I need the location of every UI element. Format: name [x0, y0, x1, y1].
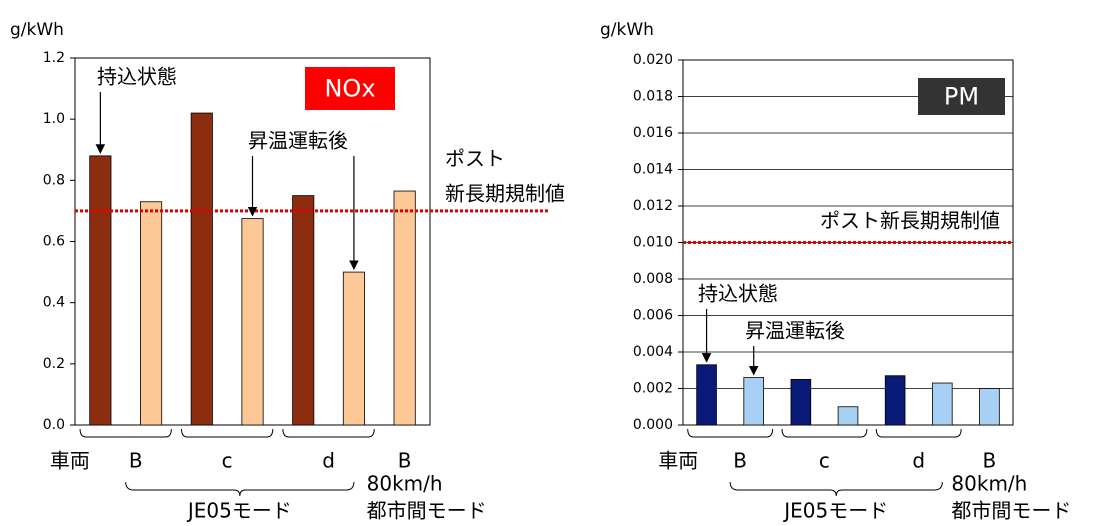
bar — [837, 406, 859, 426]
x-prefix: 車両 — [50, 449, 90, 473]
x-tick-label: c — [819, 449, 830, 473]
y-tick-label: 0.020 — [633, 52, 673, 68]
group-label: JE05モード — [782, 499, 888, 523]
x-tick-label: B — [129, 449, 143, 473]
x-tick-label: B — [398, 449, 412, 473]
group-bracket — [687, 428, 774, 438]
y-tick-label: 0.0 — [43, 417, 65, 433]
bar — [190, 112, 213, 426]
group-bracket — [282, 428, 375, 438]
y-tick-label: 0.4 — [43, 295, 65, 311]
y-tick-label: 0.6 — [43, 234, 65, 250]
x-tick-label: B — [983, 449, 997, 473]
group-bracket — [875, 428, 962, 438]
annotation: 持込状態 — [698, 282, 778, 306]
bar — [241, 218, 264, 426]
x-tick-label: B — [733, 449, 747, 473]
y-tick-label: 1.0 — [43, 111, 65, 127]
group-bracket — [781, 428, 868, 438]
y-tick-label: 0.014 — [633, 162, 673, 178]
y-tick-label: 0.002 — [633, 381, 673, 397]
bar — [790, 378, 812, 426]
y-tick-label: 0.004 — [633, 344, 673, 360]
bar — [979, 388, 1000, 426]
group-brace — [125, 481, 355, 497]
group-brace — [729, 481, 943, 497]
y-axis-label: g/kWh — [10, 20, 64, 40]
bar — [292, 195, 315, 426]
y-tick-label: 0.010 — [633, 235, 673, 251]
bar — [884, 375, 906, 426]
group-label: JE05モード — [186, 499, 292, 523]
y-tick-label: 1.2 — [43, 50, 65, 66]
category-note: 都市間モード — [951, 499, 1071, 523]
bar — [393, 190, 416, 426]
y-tick-label: 0.2 — [43, 356, 65, 372]
y-tick-label: 0.012 — [633, 198, 673, 214]
category-note: 80km/h — [367, 472, 443, 496]
bar — [931, 382, 953, 426]
x-tick-label: d — [322, 449, 335, 473]
bar — [696, 364, 717, 426]
chart-title: NOx — [324, 75, 375, 103]
y-tick-label: 0.016 — [633, 125, 673, 141]
y-tick-label: 0.008 — [633, 271, 673, 287]
bar — [743, 377, 765, 426]
y-tick-label: 0.8 — [43, 172, 65, 188]
y-tick-label: 0.006 — [633, 308, 673, 324]
y-axis-label: g/kWh — [600, 20, 654, 40]
title-box — [918, 78, 1005, 115]
category-note: 80km/h — [951, 472, 1027, 496]
annotation: 昇温運転後 — [745, 319, 845, 343]
annotation: 持込状態 — [97, 65, 177, 89]
chart-title: PM — [944, 83, 979, 111]
y-tick-label: 0.018 — [633, 89, 673, 105]
bar — [89, 155, 112, 426]
y-tick-label: 0.000 — [633, 417, 673, 433]
group-bracket — [181, 428, 274, 438]
annotation: 昇温運転後 — [248, 129, 348, 153]
category-note: 都市間モード — [367, 499, 487, 523]
limit-label: ポスト — [445, 147, 505, 171]
limit-label: 新長期規制値 — [445, 182, 565, 206]
bar — [342, 271, 365, 426]
x-tick-label: c — [222, 449, 233, 473]
group-bracket — [79, 428, 172, 438]
x-tick-label: d — [912, 449, 925, 473]
title-box — [305, 67, 395, 110]
limit-label: ポスト新長期規制値 — [820, 209, 1000, 233]
bar — [140, 201, 163, 426]
x-prefix: 車両 — [658, 449, 698, 473]
